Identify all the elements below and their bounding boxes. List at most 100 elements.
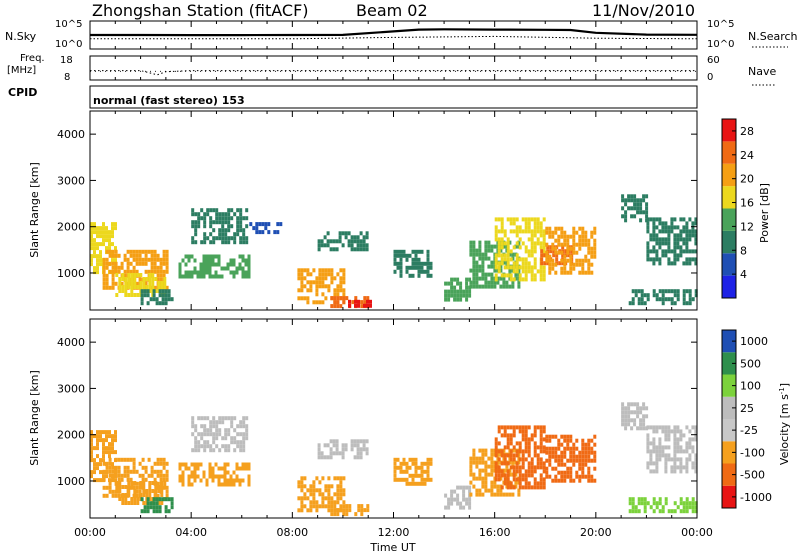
velocity-cell (673, 445, 677, 450)
power-cell (239, 224, 243, 229)
power-cell (306, 296, 310, 301)
power-cell (159, 261, 163, 266)
power-cell (215, 236, 219, 241)
power-cell (405, 265, 409, 270)
velocity-cell (661, 453, 665, 458)
velocity-cell (545, 474, 549, 479)
power-cell (450, 289, 454, 294)
velocity-cell (517, 452, 521, 457)
power-cell (417, 257, 421, 262)
power-cell (655, 225, 659, 230)
velocity-cell (239, 444, 243, 449)
power-cell (676, 297, 680, 302)
power-cell (132, 249, 136, 254)
power-cell (108, 234, 111, 239)
velocity-cell (356, 455, 360, 460)
velocity-cell (90, 454, 93, 459)
velocity-cell (123, 469, 127, 474)
power-cell (365, 231, 369, 236)
power-cell (164, 297, 168, 302)
power-cell (658, 257, 662, 262)
velocity-cell (503, 473, 507, 478)
velocity-cell (350, 439, 354, 444)
velocity-cell (214, 462, 218, 467)
velocity-cell (524, 437, 528, 442)
velocity-cell (621, 422, 625, 427)
power-cell (369, 303, 372, 308)
velocity-cell (560, 434, 564, 439)
velocity-cell (673, 509, 677, 514)
velocity-cell (170, 505, 174, 510)
velocity-cell (356, 439, 360, 444)
velocity-cell (521, 485, 525, 490)
velocity-cell (506, 437, 510, 442)
power-cell (120, 261, 124, 266)
power-cell (645, 210, 649, 215)
power-cell (551, 234, 555, 239)
power-cell (667, 249, 671, 254)
velocity-cell (655, 445, 659, 450)
power-cell (399, 253, 403, 258)
velocity-cell (679, 433, 683, 438)
power-cell (518, 229, 522, 234)
velocity-cell (490, 456, 494, 461)
power-cell (530, 269, 534, 274)
velocity-cell (159, 461, 163, 466)
velocity-cell (506, 485, 510, 490)
velocity-cell (217, 482, 221, 487)
velocity-cell (244, 466, 248, 471)
power-cell (203, 212, 207, 217)
velocity-cell (679, 469, 683, 474)
power-cell (572, 242, 576, 247)
velocity-cell (190, 474, 194, 479)
velocity-cell (345, 512, 349, 517)
power-cell (130, 289, 134, 293)
velocity-cell (236, 424, 240, 429)
power-cell (312, 280, 316, 285)
power-cell (542, 217, 546, 222)
power-cell (229, 270, 233, 275)
velocity-cell (649, 505, 653, 510)
velocity-cell (108, 469, 112, 474)
power-cell (360, 304, 364, 309)
velocity-cell (203, 444, 207, 449)
velocity-cell (563, 450, 567, 455)
power-cell (469, 244, 473, 249)
velocity-cell (667, 457, 671, 462)
velocity-cell (329, 447, 333, 452)
velocity-cell (208, 474, 212, 479)
power-cell (144, 257, 148, 262)
power-cell (332, 247, 336, 252)
power-cell (218, 228, 222, 233)
power-cell (530, 273, 534, 278)
power-cell (146, 289, 150, 294)
velocity-cell (658, 437, 662, 442)
velocity-cell (512, 433, 516, 438)
power-cell (472, 248, 476, 253)
power-cell (624, 202, 628, 207)
power-cell (197, 224, 201, 229)
power-cell (646, 245, 650, 250)
velocity-cell (309, 500, 313, 505)
power-cell (682, 217, 686, 222)
power-cell (193, 270, 197, 275)
velocity-cell (203, 424, 207, 429)
power-cell (456, 281, 460, 286)
power-cell (300, 268, 304, 273)
power-cell (124, 293, 128, 297)
power-cell (205, 266, 209, 271)
velocity-cell (138, 489, 142, 494)
power-cell (478, 244, 482, 249)
freq-panel: Freq. [MHz] 18 8 60 0 Nave (7, 53, 776, 86)
power-cell (542, 277, 546, 282)
velocity-cell (512, 429, 516, 434)
velocity-cell (96, 446, 99, 451)
velocity-cell (691, 465, 695, 470)
power-cell (181, 274, 185, 279)
power-cell (682, 301, 686, 306)
power-cell (321, 276, 325, 281)
power-cell (530, 217, 534, 222)
velocity-cell (165, 473, 169, 478)
velocity-cell (539, 457, 543, 462)
